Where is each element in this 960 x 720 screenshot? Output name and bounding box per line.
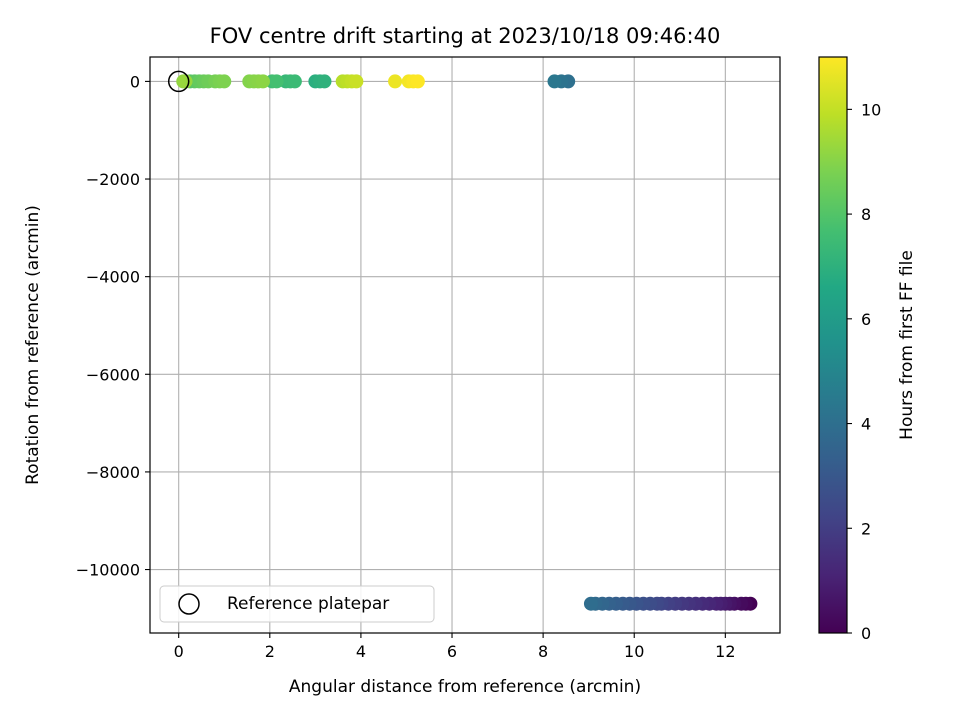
colorbar-tick-label: 10 bbox=[861, 100, 881, 119]
drift-point bbox=[217, 74, 232, 89]
drift-point bbox=[255, 74, 270, 89]
x-tick-label: 10 bbox=[624, 642, 644, 661]
drift-point bbox=[583, 596, 598, 611]
reference-platepar-marker bbox=[167, 70, 190, 93]
colorbar-tick-label: 6 bbox=[861, 310, 871, 329]
drift-point bbox=[388, 74, 403, 89]
scatter-points bbox=[167, 70, 758, 611]
colorbar-label: Hours from first FF file bbox=[897, 250, 917, 440]
axis-ticks: 0 2 4 6 8 10 12 0 −2000 −4000 −6000 −8000 −10000 bbox=[76, 72, 736, 661]
chart-title: FOV centre drift starting at 2023/10/18 … bbox=[210, 24, 721, 48]
y-tick-label: −10000 bbox=[76, 561, 140, 580]
y-tick-label: 0 bbox=[130, 72, 140, 91]
legend-box bbox=[159, 585, 435, 623]
drift-point bbox=[287, 74, 302, 89]
grid-lines bbox=[150, 57, 780, 633]
x-tick-label: 0 bbox=[174, 642, 184, 661]
y-tick-label: −6000 bbox=[86, 365, 140, 384]
drift-point bbox=[547, 74, 562, 89]
x-axis-label: Angular distance from reference (arcmin) bbox=[289, 677, 641, 697]
x-tick-label: 2 bbox=[265, 642, 275, 661]
colorbar-tick-label: 4 bbox=[861, 415, 871, 434]
y-tick-label: −2000 bbox=[86, 170, 140, 189]
legend: Reference platepar bbox=[159, 585, 435, 623]
colorbar-tick-label: 8 bbox=[861, 205, 871, 224]
x-tick-label: 12 bbox=[715, 642, 735, 661]
drift-point bbox=[410, 74, 425, 89]
drift-point bbox=[269, 74, 284, 89]
drift-point bbox=[178, 74, 193, 89]
x-tick-label: 8 bbox=[538, 642, 548, 661]
y-axis-label: Rotation from reference (arcmin) bbox=[23, 205, 43, 485]
legend-marker-reference bbox=[178, 593, 200, 615]
x-tick-label: 4 bbox=[356, 642, 366, 661]
legend-label-reference: Reference platepar bbox=[227, 594, 389, 614]
drift-point bbox=[317, 74, 332, 89]
drift-point bbox=[349, 74, 364, 89]
y-tick-label: −4000 bbox=[86, 268, 140, 287]
colorbar-ticks: 0 2 4 6 8 10 bbox=[847, 100, 881, 643]
colorbar: 0 2 4 6 8 10 Hours from first FF file bbox=[818, 56, 917, 643]
x-tick-label: 6 bbox=[447, 642, 457, 661]
colorbar-tick-label: 0 bbox=[861, 624, 871, 643]
colorbar-tick-label: 2 bbox=[861, 519, 871, 538]
plot-frame bbox=[149, 56, 781, 634]
colorbar-gradient bbox=[818, 56, 848, 634]
y-tick-label: −8000 bbox=[86, 463, 140, 482]
